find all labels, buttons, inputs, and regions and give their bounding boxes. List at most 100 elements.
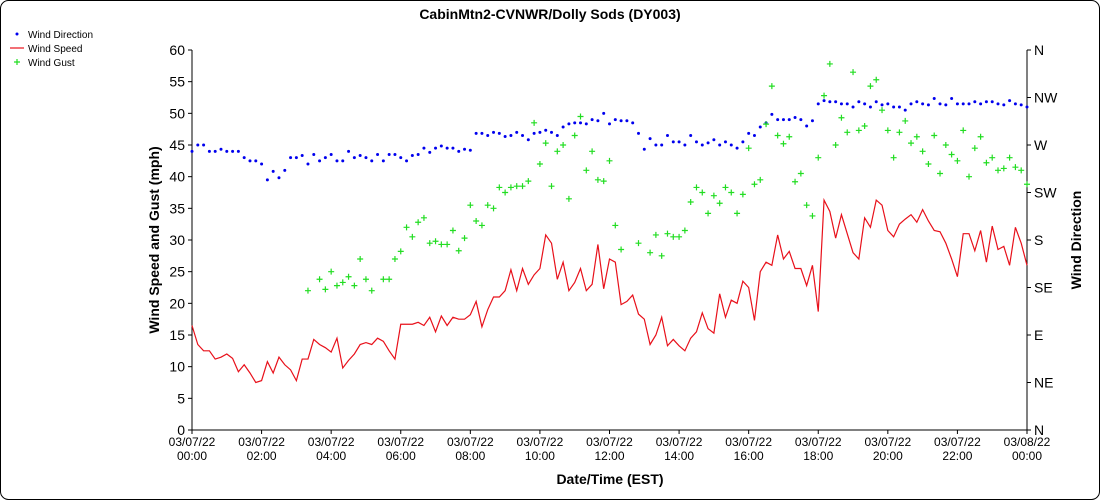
direction-dot bbox=[874, 100, 878, 104]
direction-dot bbox=[747, 131, 751, 135]
direction-dot bbox=[370, 159, 374, 163]
gust-marker bbox=[345, 273, 352, 280]
direction-dot bbox=[509, 134, 513, 137]
direction-dot bbox=[700, 143, 704, 147]
direction-dot bbox=[486, 134, 490, 137]
direction-dot bbox=[787, 118, 791, 122]
x-tick-label: 03/07/22 18:00 bbox=[795, 435, 842, 463]
direction-dot bbox=[921, 102, 925, 106]
gust-marker bbox=[884, 127, 891, 134]
y-tick-label: 40 bbox=[169, 169, 185, 185]
y-tick-label: 5 bbox=[177, 390, 185, 406]
direction-dot bbox=[381, 159, 385, 163]
direction-dot bbox=[944, 103, 948, 107]
gust-marker bbox=[432, 238, 439, 245]
gust-marker bbox=[925, 161, 932, 167]
direction-dot bbox=[735, 146, 739, 150]
direction-dot bbox=[938, 102, 942, 106]
gust-marker bbox=[565, 195, 572, 202]
y2-tick-label: NE bbox=[1034, 375, 1053, 391]
gust-marker bbox=[815, 154, 822, 161]
gust-marker bbox=[478, 222, 485, 229]
x-tick-label: 03/07/22 22:00 bbox=[934, 435, 981, 463]
direction-dot bbox=[323, 156, 327, 160]
direction-dot bbox=[341, 159, 345, 163]
direction-dot bbox=[822, 99, 826, 103]
direction-dot bbox=[683, 143, 687, 147]
direction-dot bbox=[752, 134, 756, 137]
direction-dot bbox=[619, 119, 623, 123]
gust-marker bbox=[896, 129, 903, 136]
gust-marker bbox=[351, 282, 358, 289]
direction-dot bbox=[718, 143, 722, 147]
direction-dot bbox=[306, 162, 310, 166]
y-tick-label: 60 bbox=[169, 42, 185, 58]
gust-marker bbox=[716, 200, 723, 207]
direction-dot bbox=[277, 176, 281, 180]
gust-marker bbox=[490, 205, 497, 212]
direction-dot bbox=[984, 100, 988, 104]
gust-marker bbox=[780, 140, 787, 147]
gust-marker bbox=[652, 231, 659, 238]
gust-marker bbox=[571, 132, 578, 139]
y2-tick-label: SW bbox=[1034, 185, 1057, 201]
gust-marker bbox=[710, 192, 717, 199]
direction-dot bbox=[886, 102, 890, 106]
direction-dot bbox=[665, 134, 669, 137]
direction-dot bbox=[254, 159, 258, 163]
direction-dot bbox=[248, 159, 252, 163]
gust-marker bbox=[954, 157, 961, 164]
direction-dot bbox=[602, 111, 606, 115]
gust-marker bbox=[507, 184, 514, 191]
y2-tick-label: E bbox=[1034, 327, 1043, 343]
gust-marker bbox=[768, 83, 775, 90]
gust-marker bbox=[426, 240, 433, 247]
direction-dot bbox=[590, 118, 594, 122]
legend-label: Wind Direction bbox=[28, 30, 93, 41]
y-tick-label: 55 bbox=[169, 74, 185, 90]
gust-marker bbox=[931, 132, 938, 139]
gust-marker bbox=[415, 219, 422, 226]
gust-marker bbox=[635, 240, 642, 247]
direction-dot bbox=[897, 105, 901, 109]
gust-marker bbox=[1000, 165, 1007, 172]
direction-dot bbox=[358, 154, 362, 158]
gust-marker bbox=[861, 123, 868, 129]
gust-marker bbox=[357, 256, 364, 262]
direction-dot bbox=[405, 159, 409, 163]
gust-marker bbox=[890, 154, 897, 161]
x-tick-label: 03/08/22 00:00 bbox=[1004, 435, 1051, 463]
gust-marker bbox=[879, 107, 886, 114]
direction-dot bbox=[834, 100, 838, 104]
direction-dot bbox=[770, 112, 774, 116]
x-axis-label: Date/Time (EST) bbox=[556, 471, 663, 487]
direction-dot bbox=[845, 102, 849, 106]
gust-marker bbox=[322, 286, 329, 293]
direction-dot bbox=[561, 125, 565, 129]
direction-dot bbox=[857, 100, 861, 104]
direction-dot bbox=[219, 147, 223, 151]
gust-marker bbox=[444, 241, 451, 248]
gust-marker bbox=[693, 184, 700, 191]
y2-tick-label: N bbox=[1034, 422, 1044, 438]
direction-dot bbox=[967, 102, 971, 106]
direction-dot bbox=[550, 130, 554, 134]
gust-marker bbox=[844, 129, 851, 136]
gust-marker bbox=[455, 247, 462, 254]
gust-marker bbox=[484, 202, 491, 209]
direction-dot bbox=[990, 100, 994, 104]
direction-dot bbox=[399, 156, 403, 160]
direction-dot bbox=[410, 154, 414, 158]
direction-dot bbox=[555, 134, 559, 137]
y-tick-label: 15 bbox=[169, 327, 185, 343]
direction-dot bbox=[439, 144, 443, 148]
direction-dot bbox=[671, 140, 675, 144]
direction-dot bbox=[213, 149, 217, 153]
gust-marker bbox=[525, 178, 532, 185]
direction-dot bbox=[694, 140, 698, 144]
direction-dot bbox=[712, 138, 716, 142]
gust-marker bbox=[960, 127, 967, 134]
direction-dot bbox=[1025, 105, 1029, 109]
direction-dot bbox=[996, 102, 1000, 106]
